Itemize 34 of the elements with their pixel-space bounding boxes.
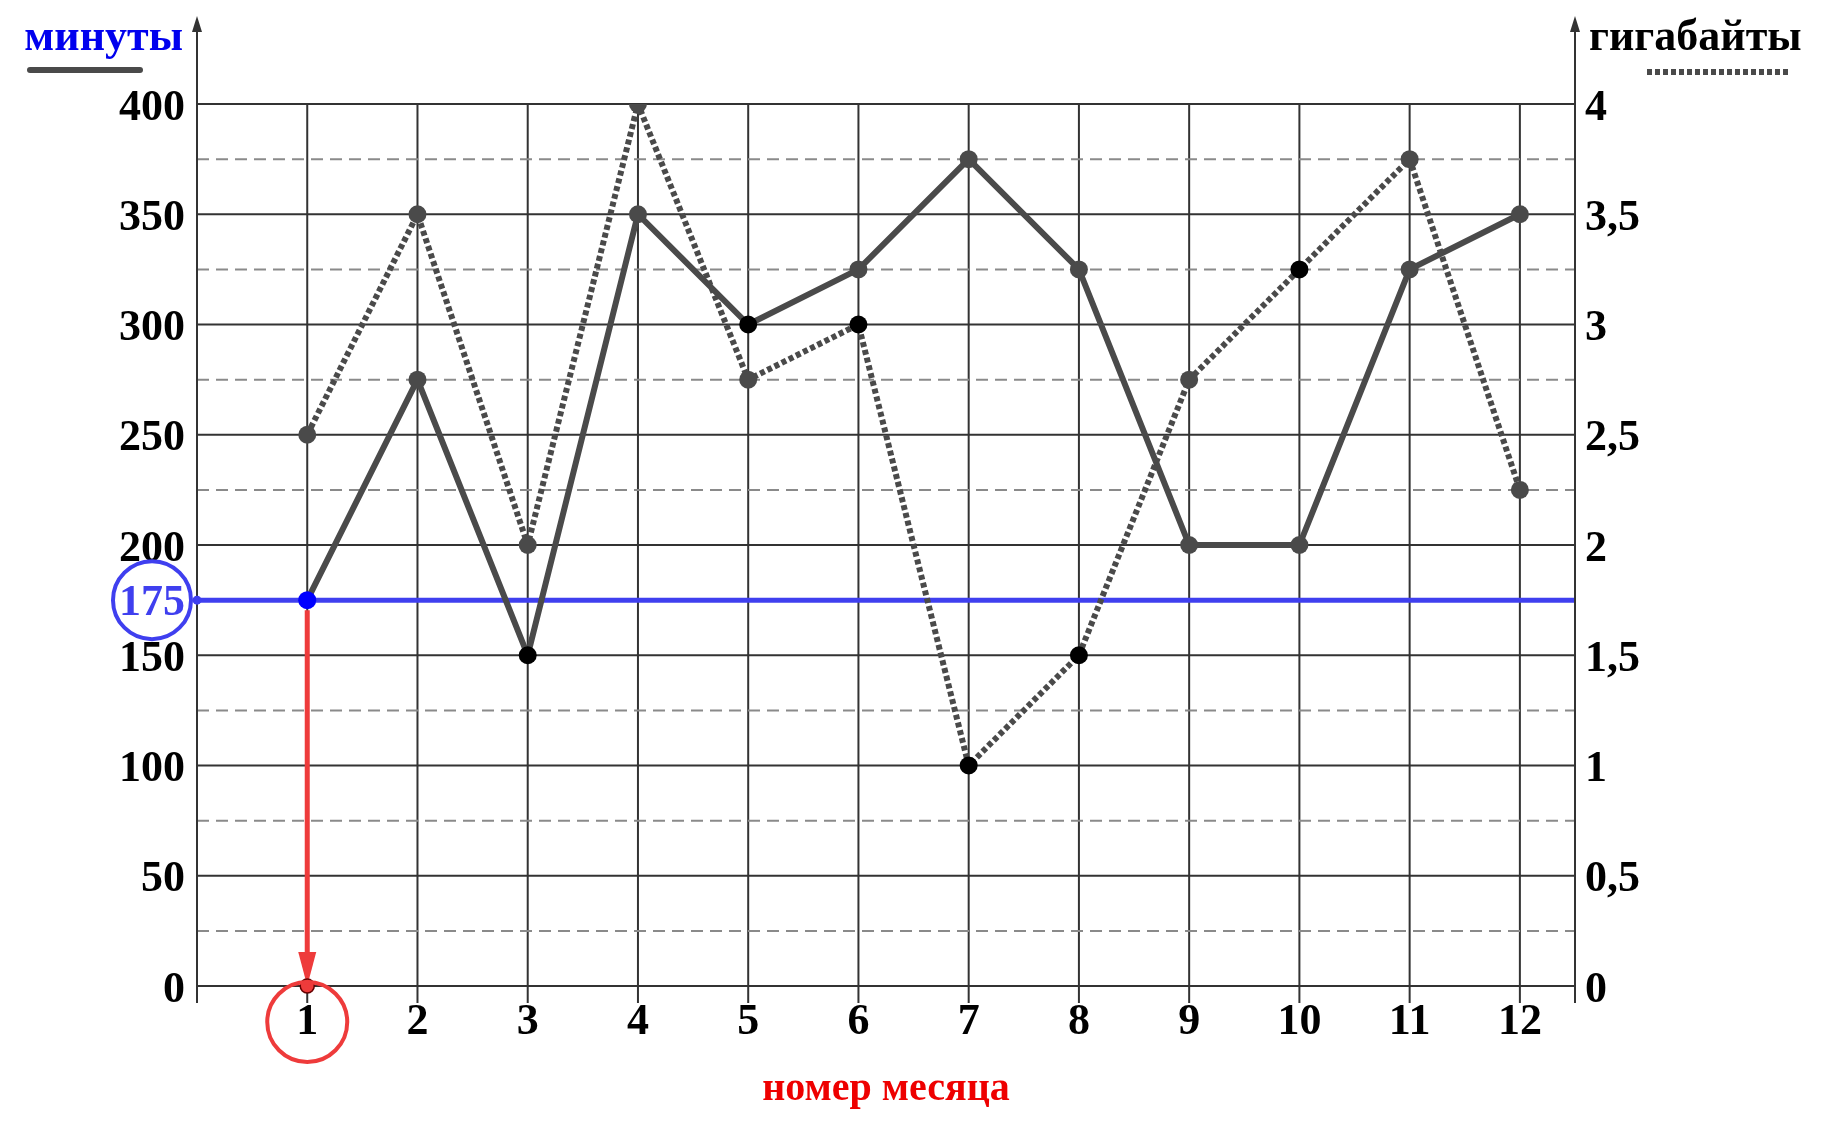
y-tick-label: 400: [119, 80, 185, 130]
x-tick-label: 7: [957, 995, 980, 1045]
ref-line-label: 175: [119, 575, 185, 625]
x-tick-label: 6: [847, 995, 870, 1045]
y2-tick-label: 0,5: [1585, 852, 1640, 902]
y-tick-label: 0: [163, 962, 185, 1012]
y-tick-label: 150: [119, 631, 185, 681]
x-tick-label: 8: [1067, 995, 1090, 1045]
y2-tick-label: 3: [1585, 301, 1607, 351]
y-tick-label: 250: [119, 411, 185, 461]
y2-tick-label: 2,5: [1585, 411, 1640, 461]
y2-tick-label: 1: [1585, 742, 1607, 792]
y-tick-label: 300: [119, 301, 185, 351]
x-axis-title: номер месяца: [762, 1063, 1010, 1109]
y-tick-label: 200: [119, 521, 185, 571]
y2-tick-label: 4: [1585, 80, 1607, 130]
x-tick-label: 2: [406, 995, 429, 1045]
x-tick-label: 3: [516, 995, 539, 1045]
x-tick-label: 9: [1178, 995, 1201, 1045]
x-tick-label: 12: [1497, 995, 1542, 1045]
x-tick-label: 1: [296, 995, 319, 1045]
y2-axis-title: гигабайты: [1589, 10, 1802, 60]
y2-tick-label: 3,5: [1585, 190, 1640, 240]
y2-tick-label: 2: [1585, 521, 1607, 571]
x-tick-label: 4: [626, 995, 649, 1045]
y-tick-label: 350: [119, 190, 185, 240]
x-tick-label: 10: [1277, 995, 1322, 1045]
y2-tick-label: 1,5: [1585, 631, 1640, 681]
x-tick-label: 11: [1388, 995, 1431, 1045]
y-tick-label: 100: [119, 742, 185, 792]
y-axis-title: минуты: [24, 10, 183, 60]
x-tick-label: 5: [737, 995, 760, 1045]
y2-tick-label: 0: [1585, 962, 1607, 1012]
y-tick-label: 50: [141, 852, 185, 902]
